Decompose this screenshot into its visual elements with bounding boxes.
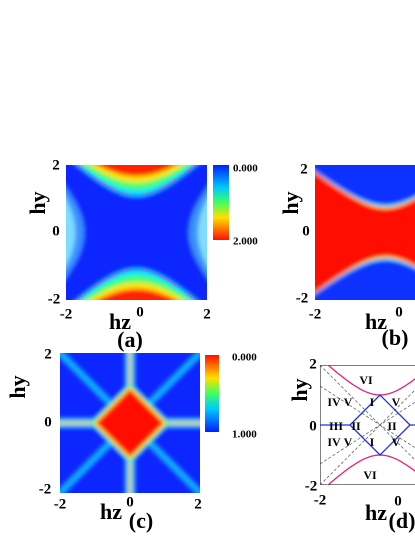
y-tick-label: 2 xyxy=(52,157,60,173)
colorbar-label: 2.000 xyxy=(233,236,258,248)
x-tick-label: -2 xyxy=(54,496,67,512)
region-label: V xyxy=(392,395,401,409)
panel-label: (c) xyxy=(129,508,153,533)
region-label: VI xyxy=(363,468,377,482)
x-tick-label: -2 xyxy=(314,492,327,508)
y-tick-label: -2 xyxy=(48,291,61,307)
region-label: VI xyxy=(359,373,373,387)
x-tick-label: 2 xyxy=(203,306,211,322)
x-tick-label: 2 xyxy=(194,496,202,512)
heat-region xyxy=(197,198,207,267)
heat-region xyxy=(97,165,176,176)
region-label: IV xyxy=(327,395,341,409)
x-tick-label: 0 xyxy=(395,304,403,320)
region-label: V xyxy=(344,435,353,449)
y-tick-label: -2 xyxy=(39,481,52,497)
heat-stripe xyxy=(60,439,114,493)
y-tick-label: -2 xyxy=(296,290,309,306)
x-axis-label: hz xyxy=(109,309,131,334)
colorbar xyxy=(205,355,219,432)
y-tick-label: 2 xyxy=(309,356,317,372)
boundary xyxy=(76,165,197,197)
panel-label: (d) xyxy=(389,508,415,533)
region-label: V xyxy=(344,395,353,409)
heatmap xyxy=(60,353,200,493)
region-label: V xyxy=(392,435,401,449)
y-tick-label: 0 xyxy=(44,414,52,430)
region-label: II xyxy=(351,419,361,433)
guide-line xyxy=(320,401,415,465)
x-tick-label: 0 xyxy=(394,493,402,509)
colorbar xyxy=(213,165,229,240)
heat-stripe xyxy=(146,439,200,493)
heat-region xyxy=(315,165,415,205)
region-label: I xyxy=(370,435,375,449)
y-tick-label: -2 xyxy=(305,478,318,494)
x-axis-label: hz xyxy=(365,500,387,525)
x-axis-label: hz xyxy=(100,499,122,524)
heatmap xyxy=(320,365,415,485)
colorbar-label: 1.000 xyxy=(232,429,257,441)
y-axis-label: hy xyxy=(287,378,312,401)
x-tick-label: 0 xyxy=(126,494,134,510)
y-axis-label: hy xyxy=(278,191,303,214)
x-axis-label: hz xyxy=(365,309,387,334)
colorbar-label: 0.000 xyxy=(233,163,258,175)
region-label: IV xyxy=(327,435,341,449)
heat-region xyxy=(97,289,176,300)
region-label: II xyxy=(387,419,397,433)
colorbar-label: 0.000 xyxy=(232,352,257,364)
heatmap xyxy=(315,165,415,300)
x-tick-label: -2 xyxy=(60,306,73,322)
y-tick-label: 2 xyxy=(44,346,52,362)
region-label: I xyxy=(370,395,375,409)
heat-region xyxy=(66,198,76,267)
heatmaps xyxy=(60,165,415,493)
region-label: III xyxy=(329,419,343,433)
y-tick-label: 0 xyxy=(302,223,310,239)
heat-stripe xyxy=(146,353,200,407)
x-tick-label: 0 xyxy=(136,304,144,320)
heat-region xyxy=(96,389,164,457)
y-tick-label: 0 xyxy=(52,223,60,239)
y-tick-label: 0 xyxy=(309,418,317,434)
x-tick-label: -2 xyxy=(309,306,322,322)
y-tick-label: 2 xyxy=(300,161,308,177)
panel-label: (a) xyxy=(117,327,143,352)
heat-stripe xyxy=(60,353,114,407)
y-axis-label: hy xyxy=(25,191,50,214)
panel-label: (b) xyxy=(382,325,409,350)
heat-region xyxy=(315,260,415,300)
boundary xyxy=(76,268,197,300)
diamond xyxy=(349,394,411,456)
heatmap xyxy=(76,165,197,300)
heatmap xyxy=(66,165,207,300)
y-axis-label: hy xyxy=(5,375,30,398)
